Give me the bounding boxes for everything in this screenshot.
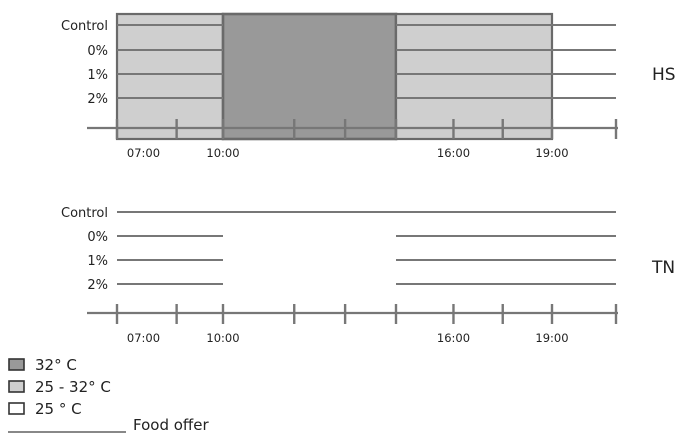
legend-label: Food offer <box>133 416 209 434</box>
tick-label: 07:00 <box>127 331 160 345</box>
panel-label-hs: HS <box>652 65 676 85</box>
temperature-zone-hot <box>221 12 398 141</box>
tick-label: 10:00 <box>206 331 239 345</box>
tick-label: 19:00 <box>535 146 568 160</box>
legend-label: 25 ° C <box>35 400 82 418</box>
tick-label: 07:00 <box>127 146 160 160</box>
legend-swatch <box>8 358 25 371</box>
panel-label-tn: TN <box>651 258 675 278</box>
panel-hs: Control 0% 1% 2% 07:00 10:00 16:00 19:00 HS <box>61 12 676 160</box>
legend: 32° C 25 - 32° C 25 ° C Food offer <box>8 356 209 434</box>
row-label: 0% <box>87 230 108 245</box>
tick-label: 16:00 <box>437 331 470 345</box>
legend-label: 25 - 32° C <box>35 378 111 396</box>
row-label: 1% <box>87 68 108 83</box>
tick-label: 16:00 <box>437 146 470 160</box>
row-label: 1% <box>87 254 108 269</box>
row-label: 2% <box>87 278 108 293</box>
temperature-zone-warm <box>394 12 554 141</box>
row-label: 2% <box>87 92 108 107</box>
panel-tn: Control 0% 1% 2% 07:00 10:00 16:00 19:00 TN <box>61 206 675 345</box>
tick-label: 10:00 <box>206 146 239 160</box>
legend-label: 32° C <box>35 356 77 374</box>
row-label: Control <box>61 19 108 34</box>
legend-swatch <box>8 402 25 415</box>
row-label: 0% <box>87 44 108 59</box>
temperature-zone-warm <box>115 12 225 141</box>
tick-label: 19:00 <box>535 331 568 345</box>
legend-swatch <box>8 380 25 393</box>
row-label: Control <box>61 206 108 221</box>
